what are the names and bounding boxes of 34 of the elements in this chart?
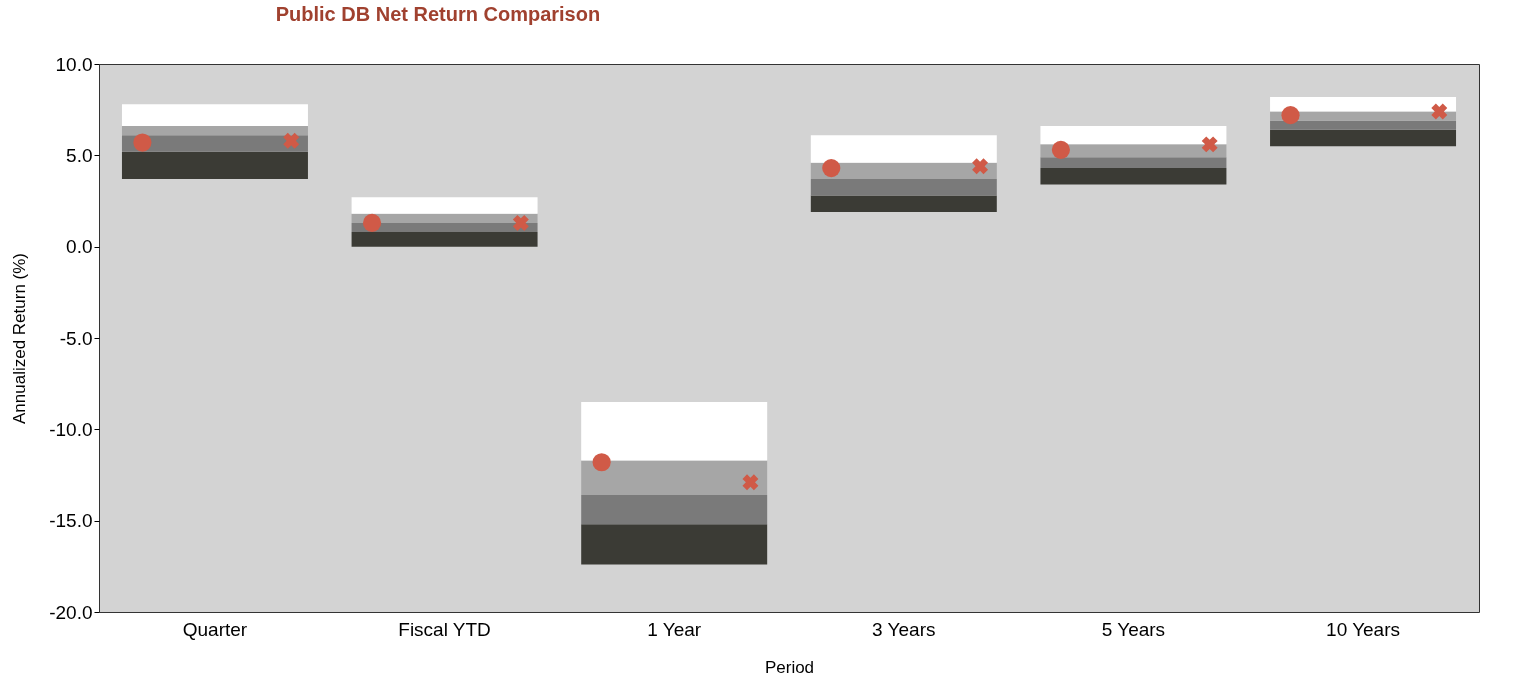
bar xyxy=(581,401,768,461)
bar xyxy=(810,135,997,163)
y-tick-label: 5.0 xyxy=(66,144,93,166)
bar xyxy=(1270,120,1457,130)
bar xyxy=(1040,126,1227,145)
x-tick-label: 5 Years xyxy=(1101,618,1166,640)
bar xyxy=(581,460,768,496)
bar xyxy=(1270,129,1457,147)
bar xyxy=(1270,96,1457,112)
x-tick-label: Quarter xyxy=(182,618,248,640)
bar xyxy=(810,179,997,196)
bar xyxy=(581,524,768,565)
bar xyxy=(351,197,538,214)
chart-title: Public DB Net Return Comparison xyxy=(275,3,601,25)
y-tick-label: 10.0 xyxy=(55,53,93,75)
y-tick-label: -20.0 xyxy=(49,601,93,623)
bar xyxy=(121,104,308,127)
bar xyxy=(1040,157,1227,169)
bar xyxy=(810,195,997,212)
bar xyxy=(121,151,308,180)
x-axis-title: Period xyxy=(764,657,815,677)
bar xyxy=(121,126,308,136)
x-tick-label: 10 Years xyxy=(1326,618,1401,640)
y-tick-label: -10.0 xyxy=(49,418,93,440)
y-axis-title: Annualized Return (%) xyxy=(10,252,30,425)
y-tick-label: 0.0 xyxy=(66,236,93,258)
bar xyxy=(1040,168,1227,185)
bar xyxy=(351,232,538,247)
x-tick-label: 3 Years xyxy=(872,618,936,640)
y-tick-label: -15.0 xyxy=(49,510,93,532)
x-tick-label: Fiscal YTD xyxy=(398,618,491,640)
y-tick-label: -5.0 xyxy=(59,327,93,349)
bar xyxy=(581,495,768,525)
x-tick-label: 1 Year xyxy=(647,618,702,640)
